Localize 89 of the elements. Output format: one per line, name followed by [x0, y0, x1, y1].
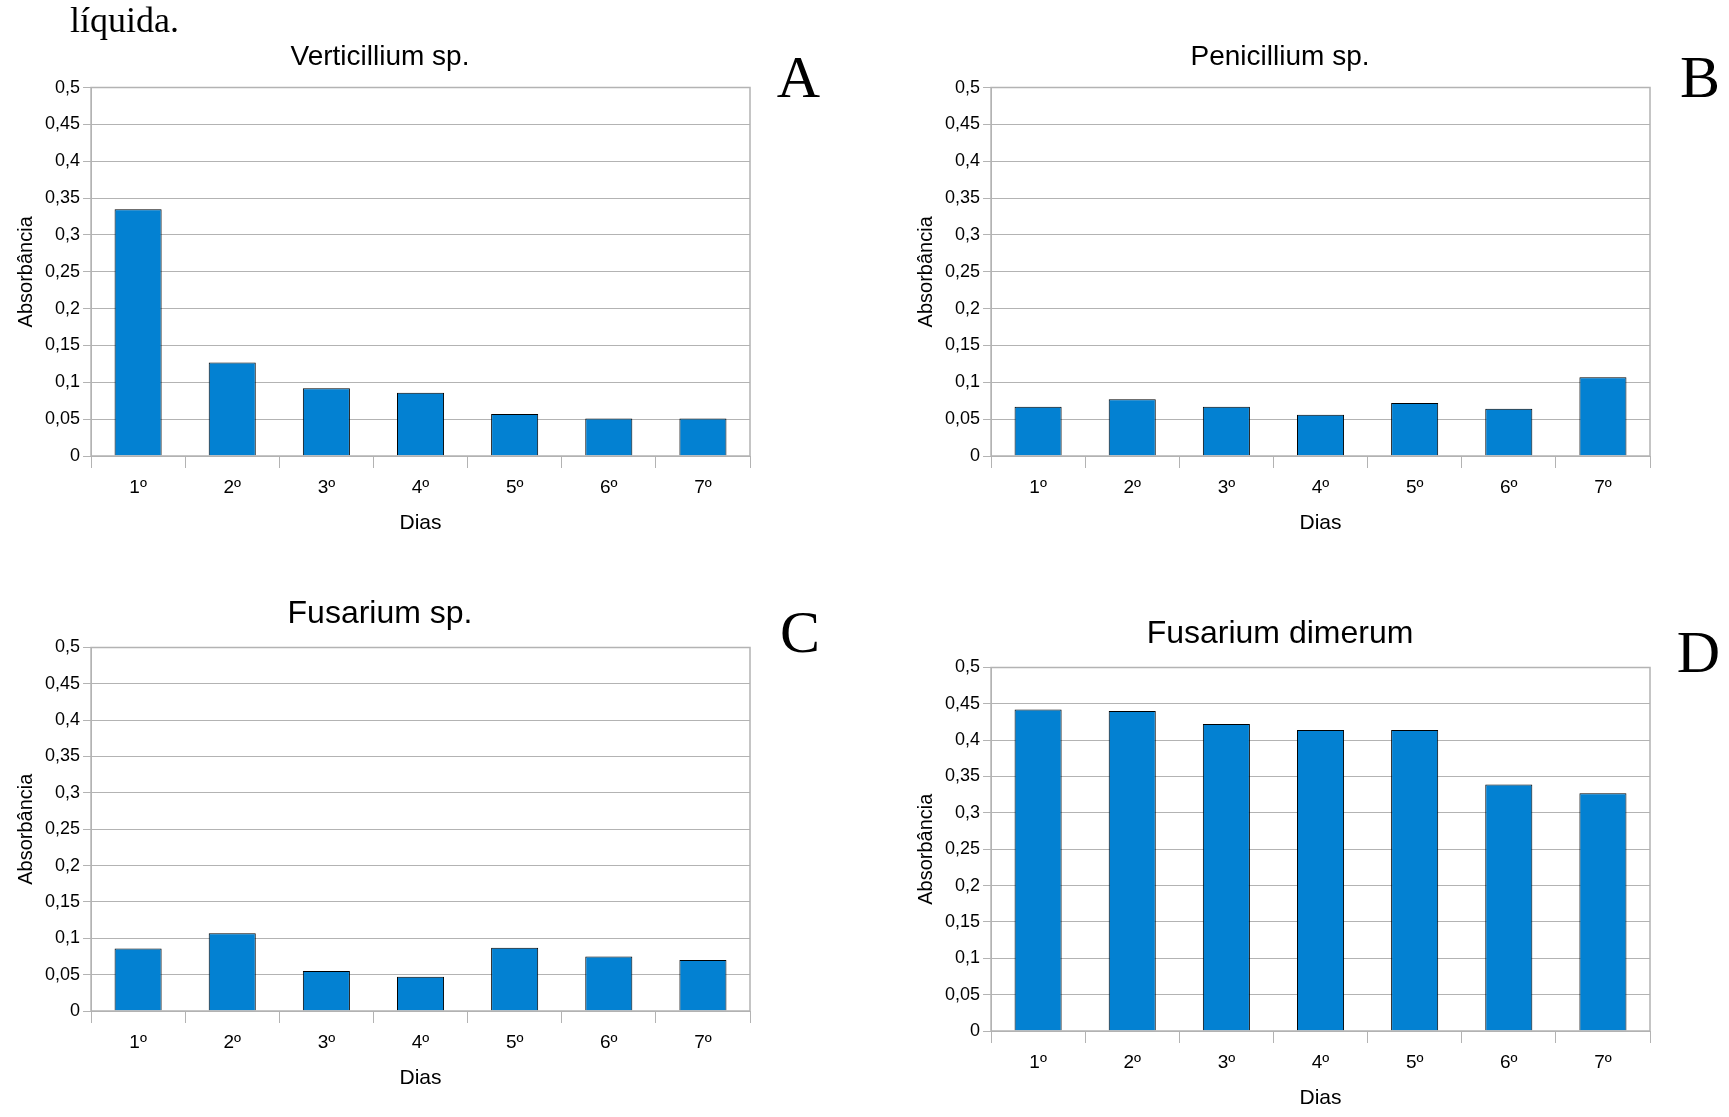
x-tick-label: 5º — [1405, 475, 1424, 497]
y-tick-label: 0,25 — [44, 260, 81, 281]
x-tick-label: 7º — [1594, 1050, 1612, 1072]
y-tick-label: 0,3 — [55, 781, 81, 802]
y-tick-label: 0,35 — [944, 765, 981, 786]
y-tick-label: 0,5 — [55, 636, 81, 657]
y-tick-label: 0,45 — [44, 672, 81, 693]
y-tick-label: 0,25 — [44, 818, 81, 839]
chart-title: Verticillium sp. — [290, 39, 470, 71]
y-axis-title: Absorbância — [13, 772, 36, 885]
x-tick-label: 6º — [1500, 1050, 1518, 1072]
y-tick-label: 0,3 — [955, 223, 981, 244]
y-tick-label: 0,05 — [44, 408, 81, 429]
x-tick-label: 2º — [223, 475, 242, 497]
y-tick-label: 0,4 — [955, 729, 981, 750]
y-tick-label: 0,25 — [944, 260, 981, 281]
x-tick-label: 3º — [1217, 475, 1236, 497]
x-tick-label: 3º — [1217, 1050, 1236, 1072]
text: D — [1676, 619, 1720, 685]
y-axis-title: Absorbância — [13, 215, 36, 328]
x-tick-label: 5º — [1405, 1050, 1424, 1072]
x-tick-label: 1º — [129, 475, 147, 497]
x-tick-label: 6º — [600, 1030, 618, 1052]
y-tick-label: 0,25 — [944, 838, 981, 859]
x-tick-label: 3º — [317, 1030, 336, 1052]
y-tick-label: 0,4 — [55, 150, 81, 171]
y-tick-label: 0,4 — [55, 709, 81, 730]
x-tick-label: 5º — [505, 1030, 524, 1052]
y-tick-label: 0 — [970, 444, 981, 465]
x-tick-label: 3º — [317, 475, 336, 497]
y-tick-label: 0,5 — [55, 76, 81, 97]
y-tick-label: 0,5 — [955, 76, 981, 97]
x-axis-title: Dias — [1299, 1085, 1342, 1109]
x-tick-label: 7º — [694, 475, 712, 497]
y-tick-label: 0,15 — [44, 334, 81, 355]
y-tick-label: 0 — [70, 999, 81, 1020]
y-tick-label: 0,1 — [55, 927, 81, 948]
x-tick-label: 7º — [1594, 475, 1612, 497]
text: C — [779, 599, 820, 665]
y-tick-label: 0,1 — [955, 947, 981, 968]
chart-title: Fusarium dimerum — [1146, 614, 1414, 651]
y-tick-label: 0,05 — [944, 983, 981, 1004]
x-axis-title: Dias — [1299, 510, 1342, 534]
y-tick-label: 0,4 — [955, 150, 981, 171]
x-tick-label: 1º — [129, 1030, 147, 1052]
x-tick-label: 1º — [1029, 1050, 1047, 1072]
y-tick-label: 0,2 — [955, 297, 981, 318]
x-tick-label: 7º — [694, 1030, 712, 1052]
y-tick-label: 0,15 — [944, 334, 981, 355]
y-tick-label: 0 — [970, 1019, 981, 1040]
x-tick-label: 4º — [411, 475, 430, 497]
y-tick-label: 0,35 — [44, 745, 81, 766]
text: líquida. — [70, 0, 179, 40]
x-tick-label: 2º — [1123, 1050, 1142, 1072]
y-tick-label: 0,45 — [44, 113, 81, 134]
text: B — [1679, 44, 1720, 110]
x-tick-label: 6º — [600, 475, 618, 497]
x-axis-title: Dias — [399, 1065, 442, 1089]
x-tick-label: 2º — [223, 1030, 242, 1052]
y-tick-label: 0,1 — [55, 371, 81, 392]
text: A — [776, 44, 820, 110]
y-axis-title: Absorbância — [913, 792, 936, 905]
y-tick-label: 0,35 — [44, 187, 81, 208]
x-tick-label: 2º — [1123, 475, 1142, 497]
y-tick-label: 0,45 — [944, 113, 981, 134]
y-axis-title: Absorbância — [913, 215, 936, 328]
y-tick-label: 0,05 — [44, 963, 81, 984]
x-tick-label: 4º — [1311, 1050, 1330, 1072]
y-tick-label: 0,2 — [55, 297, 81, 318]
y-tick-label: 0,15 — [944, 910, 981, 931]
y-tick-label: 0 — [70, 444, 81, 465]
y-tick-label: 0,05 — [944, 408, 981, 429]
y-tick-label: 0,3 — [955, 801, 981, 822]
x-tick-label: 5º — [505, 475, 524, 497]
y-tick-label: 0,15 — [44, 890, 81, 911]
y-tick-label: 0,2 — [955, 874, 981, 895]
y-tick-label: 0,2 — [55, 854, 81, 875]
x-tick-label: 4º — [1311, 475, 1330, 497]
chart-title: Penicillium sp. — [1190, 39, 1370, 71]
x-tick-label: 4º — [411, 1030, 430, 1052]
y-tick-label: 0,3 — [55, 223, 81, 244]
chart-title: Fusarium sp. — [287, 594, 473, 631]
y-tick-label: 0,1 — [955, 371, 981, 392]
x-axis-title: Dias — [399, 510, 442, 534]
y-tick-label: 0,5 — [955, 656, 981, 677]
y-tick-label: 0,35 — [944, 187, 981, 208]
x-tick-label: 6º — [1500, 475, 1518, 497]
y-tick-label: 0,45 — [944, 692, 981, 713]
x-tick-label: 1º — [1029, 475, 1047, 497]
